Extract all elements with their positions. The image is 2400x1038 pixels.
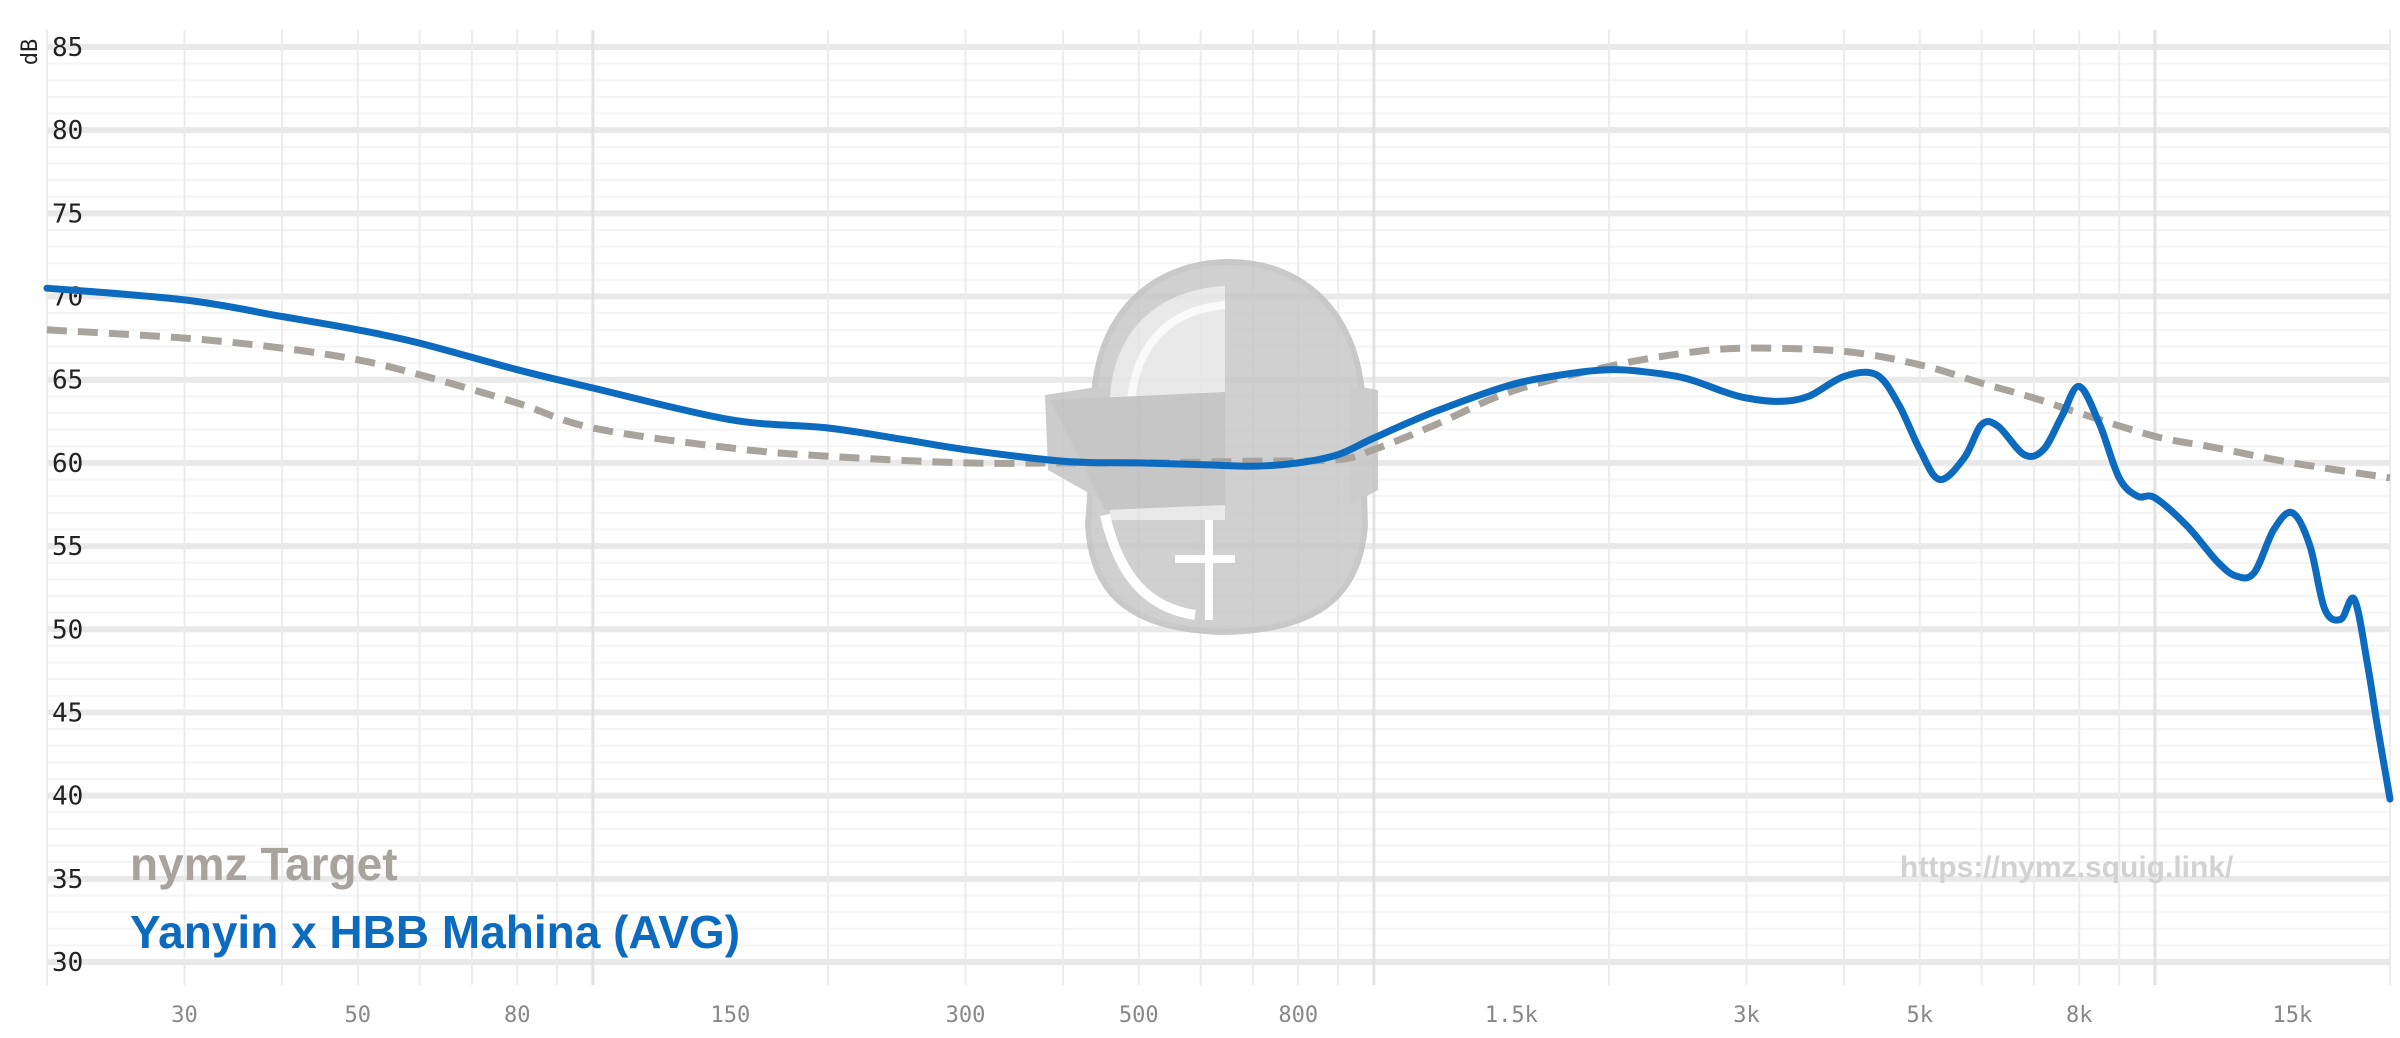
series-line-nymz-target (46, 326, 2391, 482)
y-axis-label: dB (18, 39, 43, 66)
watermark-url: https://nymz.squig.link/ (1900, 851, 2234, 884)
legend-entry-nymz-target: nymz Target (130, 838, 398, 890)
y-tick-label: 75 (52, 199, 83, 229)
x-tick-label: 500 (1119, 1003, 1159, 1028)
x-tick-label: 30 (171, 1003, 198, 1028)
y-tick-label: 35 (52, 865, 83, 895)
y-tick-label: 50 (52, 615, 83, 645)
y-tick-label: 85 (52, 33, 83, 63)
y-tick-label: 80 (52, 116, 83, 146)
y-tick-label: 30 (52, 948, 83, 978)
x-tick-label: 800 (1278, 1003, 1318, 1028)
x-tick-label: 1.5k (1485, 1003, 1538, 1028)
series-line-yanyin-x-hbb-mahina (43, 284, 2394, 803)
x-tick-label: 80 (504, 1003, 531, 1028)
y-tick-label: 45 (52, 698, 83, 728)
x-tick-label: 15k (2273, 1003, 2313, 1028)
y-tick-label: 65 (52, 366, 83, 396)
legend-entry-yanyin-x-hbb-mahina: Yanyin x HBB Mahina (AVG) (130, 906, 740, 958)
y-tick-label: 55 (52, 532, 83, 562)
y-tick-label: 40 (52, 782, 83, 812)
x-axis: 30 50 80 150 300 500 800 1.5k 3k 5k 8k 15k (171, 1003, 2312, 1028)
x-tick-label: 8k (2066, 1003, 2093, 1028)
x-tick-label: 300 (946, 1003, 986, 1028)
x-tick-label: 50 (345, 1003, 372, 1028)
x-tick-label: 5k (1907, 1003, 1934, 1028)
x-tick-label: 3k (1733, 1003, 1760, 1028)
x-tick-label: 150 (711, 1003, 751, 1028)
helmet-watermark-icon (1045, 258, 1378, 636)
y-tick-label: 60 (52, 449, 83, 479)
